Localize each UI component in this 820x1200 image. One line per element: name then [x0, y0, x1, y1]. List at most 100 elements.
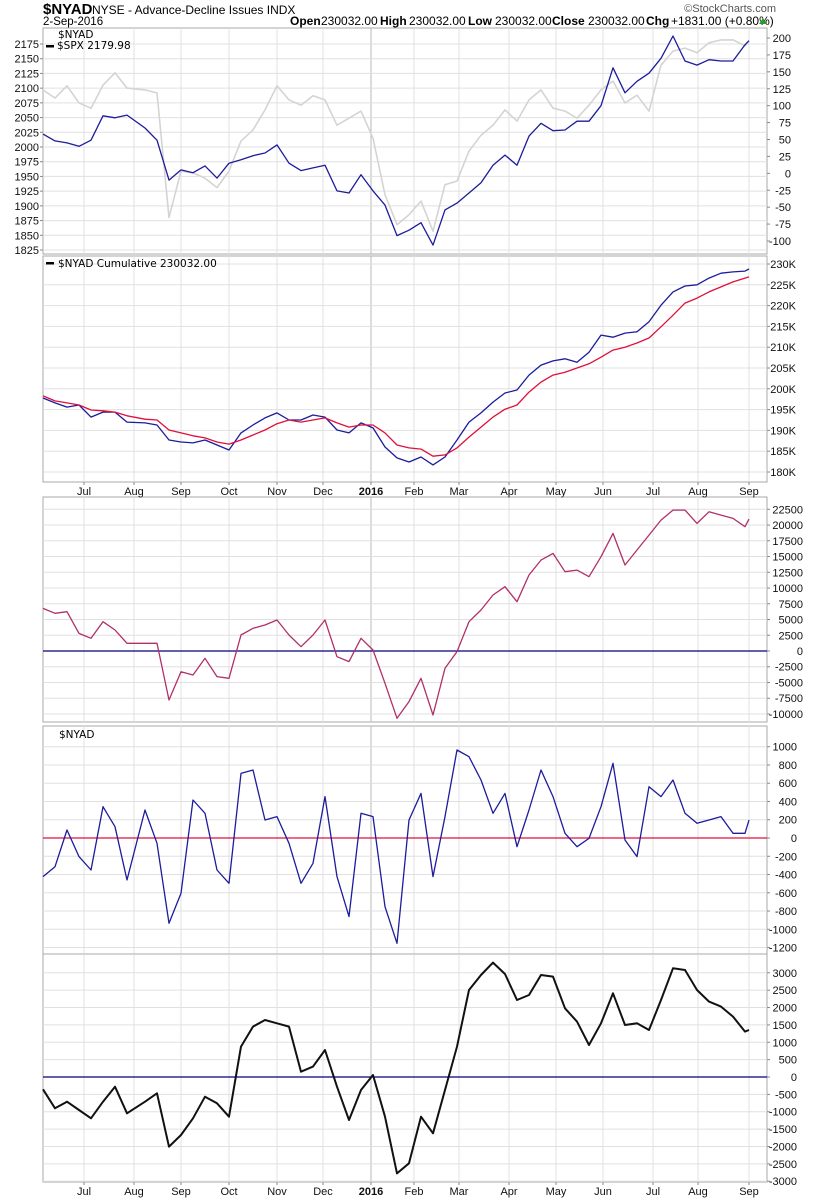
x-tick-label: Aug — [124, 486, 144, 498]
x-tick-label: Nov — [267, 1186, 287, 1198]
y-tick-label-left: 1925 — [15, 186, 39, 198]
x-tick-label: Aug — [688, 1186, 708, 1198]
y-tick-label: 1000 — [773, 742, 797, 754]
y-tick-label: -1500 — [769, 1124, 797, 1136]
legend-swatch — [46, 262, 54, 265]
y-tick-label: -800 — [775, 906, 797, 918]
y-tick-label-left: 2050 — [15, 113, 39, 125]
x-tick-label: Sep — [739, 1186, 759, 1198]
legend-cumulative: $NYAD Cumulative 230032.00 — [58, 258, 217, 270]
ohlc-readout: Open 230032.00 High 230032.00 Low 230032… — [290, 14, 774, 28]
x-tick-label: May — [546, 486, 567, 498]
series-line-moving-average — [42, 276, 750, 457]
y-tick-label: 185K — [770, 446, 796, 458]
x-tick-label: Sep — [739, 486, 759, 498]
y-tick-label-left: 2175 — [15, 39, 39, 51]
y-tick-label: 210K — [770, 342, 796, 354]
y-tick-label: -400 — [775, 870, 797, 882]
y-tick-label: 225K — [770, 280, 796, 292]
x-tick-label: Aug — [688, 486, 708, 498]
y-tick-label: 215K — [770, 321, 796, 333]
series-line-indicator-2 — [42, 961, 750, 1175]
y-tick-label: 3000 — [773, 968, 797, 980]
x-tick-label: Oct — [220, 1186, 237, 1198]
y-tick-label: -5000 — [775, 677, 803, 689]
open-value: 230032.00 — [321, 14, 378, 28]
high-label: High — [380, 14, 407, 28]
y-tick-label: -2500 — [769, 1159, 797, 1171]
y-tick-label: 5000 — [779, 615, 803, 627]
x-tick-label: Oct — [220, 486, 237, 498]
series-line--spx — [42, 39, 750, 232]
close-label: Close — [552, 14, 585, 28]
y-tick-label: -100 — [769, 236, 791, 248]
y-tick-label: 100 — [773, 101, 791, 113]
y-tick-label: 200K — [770, 384, 796, 396]
chart-panel-3: 22500 20000 17500 15000 12500 10000 7500 5000 25… — [42, 496, 803, 723]
y-tick-label: -1200 — [769, 943, 797, 955]
y-tick-label: -2000 — [769, 1141, 797, 1153]
y-tick-label: 2500 — [779, 630, 803, 642]
y-tick-label: 1000 — [773, 1037, 797, 1049]
plot-area — [42, 725, 768, 955]
y-tick-label: 50 — [779, 135, 791, 147]
low-value: 230032.00 — [495, 14, 552, 28]
y-tick-label: 1500 — [773, 1020, 797, 1032]
y-tick-label-left: 2075 — [15, 98, 39, 110]
chg-label: Chg — [646, 14, 669, 28]
y-tick-label: 7500 — [779, 599, 803, 611]
x-tick-label: Jul — [77, 486, 91, 498]
x-tick-label: Dec — [313, 1186, 333, 1198]
y-tick-label: -3000 — [769, 1176, 797, 1188]
y-tick-label-left: 2000 — [15, 142, 39, 154]
y-tick-label: 0 — [791, 1072, 797, 1084]
y-tick-label: 0 — [791, 833, 797, 845]
y-tick-label-left: 1975 — [15, 157, 39, 169]
y-tick-label-left: 2100 — [15, 83, 39, 95]
y-tick-label: 0 — [797, 646, 803, 658]
up-arrow-icon — [759, 18, 767, 24]
x-tick-label: Jul — [77, 1186, 91, 1198]
y-tick-label: -25 — [775, 185, 791, 197]
y-tick-label-left: 1850 — [15, 230, 39, 242]
x-tick-label: Apr — [500, 486, 517, 498]
y-tick-label: 500 — [779, 1055, 797, 1067]
x-tick-label: Sep — [171, 486, 191, 498]
y-tick-label: -1000 — [769, 1107, 797, 1119]
x-tick-label: Jul — [646, 1186, 660, 1198]
y-tick-label: -2500 — [775, 662, 803, 674]
chart-header: $NYAD NYSE - Advance-Decline Issues INDX… — [43, 1, 776, 28]
y-tick-label: 200 — [773, 33, 791, 45]
x-tick-label: Aug — [124, 1186, 144, 1198]
y-tick-label: 0 — [785, 168, 791, 180]
y-tick-label: 200 — [779, 815, 797, 827]
y-tick-label: 150 — [773, 67, 791, 79]
y-tick-label: 400 — [779, 796, 797, 808]
brand-label: ©StockCharts.com — [684, 3, 776, 15]
y-tick-label-left: 2025 — [15, 127, 39, 139]
y-tick-label: -10000 — [769, 709, 803, 721]
series-line--nyad — [42, 35, 750, 246]
y-tick-label: 190K — [770, 425, 796, 437]
x-tick-label: 2016 — [359, 486, 383, 498]
y-tick-label: 2500 — [773, 985, 797, 997]
series-line--nyad-cumulative — [42, 268, 750, 466]
y-tick-label: 12500 — [772, 567, 803, 579]
y-tick-label: -1000 — [769, 924, 797, 936]
y-tick-label: -7500 — [775, 693, 803, 705]
x-tick-label: Sep — [171, 1186, 191, 1198]
y-tick-label-left: 1900 — [15, 201, 39, 213]
y-tick-label: 20000 — [772, 520, 803, 532]
plot-area — [42, 953, 768, 1183]
y-tick-label-left: 1950 — [15, 171, 39, 183]
y-tick-label-left: 1825 — [15, 245, 39, 257]
legend-spx: $SPX 2179.98 — [57, 40, 131, 52]
high-value: 230032.00 — [409, 14, 466, 28]
chart-date: 2-Sep-2016 — [43, 16, 103, 28]
chart-panel-2: 230K 225K 220K 215K 210K 205K 200K 195K 190K 185K… — [42, 255, 797, 483]
symbol-title: $NYAD — [43, 1, 93, 18]
plot-area — [42, 496, 768, 723]
y-tick-label: 22500 — [772, 504, 803, 516]
low-label: Low — [468, 14, 493, 28]
